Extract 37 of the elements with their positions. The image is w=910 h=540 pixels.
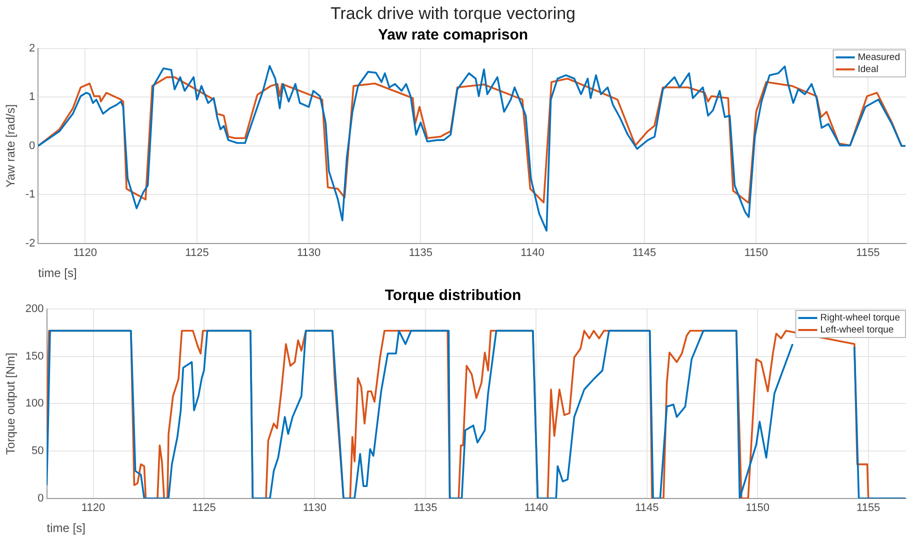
x-axis-title: time [s] <box>46 521 86 536</box>
y-tick-label: 1 <box>29 91 36 104</box>
y-tick-label: 0 <box>29 140 36 152</box>
y-tick-label: 150 <box>25 350 44 362</box>
y-axis-title: Yaw rate [rad/s] <box>4 104 18 188</box>
y-tick-label: 0 <box>38 492 44 504</box>
y-axis-title: Torque output [Nm] <box>4 352 18 455</box>
x-tick-label: 1130 <box>296 247 321 260</box>
chart-title: Track drive with torque vectoring <box>330 4 576 23</box>
legend-label: Right-wheel torque <box>820 312 900 324</box>
legend-label: Left-wheel torque <box>820 324 894 336</box>
y-tick-label: 100 <box>25 398 44 410</box>
x-tick-label: 1140 <box>520 247 544 260</box>
x-tick-label: 1130 <box>302 502 327 514</box>
y-tick-label: 2 <box>29 42 36 54</box>
chart-title: Torque distribution <box>384 287 522 304</box>
chart-subtitle: Yaw rate comaprison <box>378 26 528 44</box>
x-tick-label: 1145 <box>635 502 659 514</box>
x-tick-label: 1135 <box>408 247 432 260</box>
x-tick-label: 1155 <box>856 247 880 260</box>
x-axis-title: time [s] <box>38 266 77 280</box>
x-tick-label: 1150 <box>746 502 770 514</box>
y-tick-label: -1 <box>25 188 36 201</box>
y-tick-label: -2 <box>25 237 36 250</box>
x-tick-label: 1145 <box>632 247 656 260</box>
x-tick-label: 1120 <box>73 247 97 260</box>
x-tick-label: 1125 <box>192 502 216 514</box>
y-tick-label: 200 <box>25 303 44 316</box>
x-tick-label: 1125 <box>185 247 209 260</box>
x-tick-label: 1120 <box>81 502 106 514</box>
legend-label: Ideal <box>858 64 878 76</box>
x-tick-label: 1135 <box>414 502 438 514</box>
legend-label: Measured <box>858 52 900 64</box>
x-tick-label: 1140 <box>524 502 548 514</box>
x-tick-label: 1155 <box>856 502 880 514</box>
x-tick-label: 1150 <box>744 247 768 260</box>
y-tick-label: 50 <box>32 445 44 458</box>
